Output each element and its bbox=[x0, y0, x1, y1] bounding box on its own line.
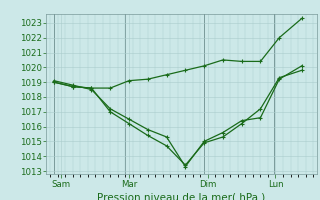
X-axis label: Pression niveau de la mer( hPa ): Pression niveau de la mer( hPa ) bbox=[98, 193, 266, 200]
